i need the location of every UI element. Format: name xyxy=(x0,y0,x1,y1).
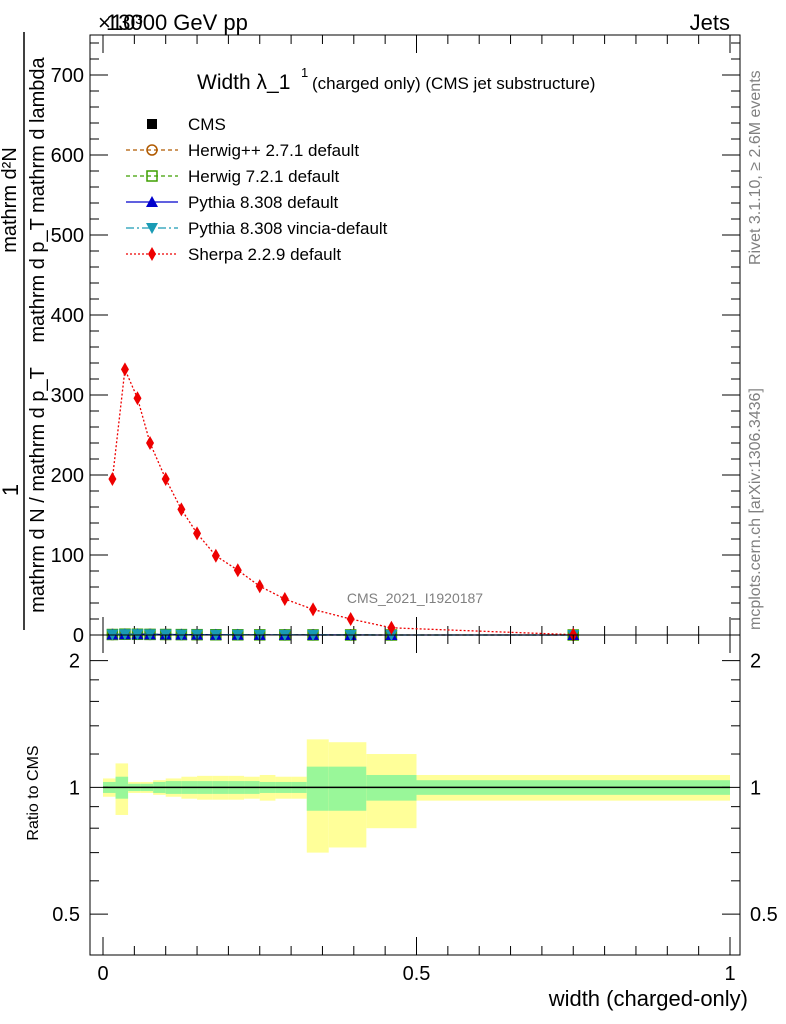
main-ytick-label: 300 xyxy=(51,385,84,407)
legend-label: CMS xyxy=(188,115,226,134)
xlabel: width (charged-only) xyxy=(548,986,748,1011)
ratio-ytick-labels: 0.5 0.5 1 1 2 2 xyxy=(52,651,778,927)
ratio-plot: 0.5 0.51 12 2 0 0.5 1 Ratio to CMS width (cha… xyxy=(25,634,778,1011)
main-ytick-label: 200 xyxy=(51,465,84,487)
legend-marker xyxy=(146,223,158,234)
ratio-stat-band xyxy=(306,766,329,811)
data-point xyxy=(161,472,170,486)
ratio-ytick-label: 0.5 xyxy=(52,904,80,926)
data-point xyxy=(177,502,186,517)
legend-label: Herwig 7.2.1 default xyxy=(188,167,339,186)
data-point xyxy=(108,472,117,486)
legend-label: Pythia 8.308 vincia-default xyxy=(188,219,388,238)
main-ytick-label: 100 xyxy=(51,545,84,567)
legend-marker xyxy=(146,196,158,207)
data-point xyxy=(387,620,396,635)
data-point xyxy=(211,548,220,563)
title-rest: (charged only) (CMS jet substructure) xyxy=(312,74,595,93)
legend-entry: Pythia 8.308 vincia-default xyxy=(126,219,388,238)
series-sherpa-2-2-9-default xyxy=(108,362,578,642)
header-process: Jets xyxy=(690,10,730,35)
xtick-label: 0.5 xyxy=(403,963,431,985)
legend: CMS Herwig++ 2.7.1 default Herwig 7.2.1 de… xyxy=(126,115,388,264)
main-ytick-label: 500 xyxy=(51,225,84,247)
main-ytick-labels: 0 100 200 300 400 500 600 700 xyxy=(51,65,84,647)
xtick-label: 1 xyxy=(724,963,735,985)
main-axis-ticks xyxy=(90,35,740,636)
ratio-ytick-label-right: 1 xyxy=(750,777,761,799)
ratio-ytick-label-right: 2 xyxy=(750,651,761,673)
data-point xyxy=(309,602,318,617)
ratio-bands xyxy=(103,739,730,853)
legend-entry: Sherpa 2.2.9 default xyxy=(126,245,341,264)
main-plot: 0 100 200 300 400 500 600 700 Width λ_1 1 (char… xyxy=(51,34,741,647)
legend-label: Pythia 8.308 default xyxy=(188,193,339,212)
plot-title: Width λ_1 1 (charged only) (CMS jet subs… xyxy=(197,65,595,94)
legend-entry: Herwig 7.2.1 default xyxy=(126,167,339,186)
ratio-plot-frame xyxy=(89,634,741,956)
mcplots-label: mcplots.cern.ch [arXiv:1306.3436] xyxy=(747,388,764,630)
legend-label: Herwig++ 2.7.1 default xyxy=(188,141,359,160)
ratio-ytick-label-right: 0.5 xyxy=(750,904,778,926)
ratio-ytick-label: 1 xyxy=(69,777,80,799)
analysis-watermark: CMS_2021_I1920187 xyxy=(347,590,483,606)
ratio-axis-ticks xyxy=(90,635,740,955)
data-point xyxy=(280,592,289,606)
ratio-ytick-label: 2 xyxy=(69,651,80,673)
ratio-stat-band xyxy=(328,766,367,811)
title-superscript: 1 xyxy=(301,65,308,80)
legend-label: Sherpa 2.2.9 default xyxy=(188,245,341,264)
legend-entry: Pythia 8.308 default xyxy=(126,193,339,212)
title-main: Width λ_1 xyxy=(197,71,290,94)
legend-marker xyxy=(148,247,156,261)
data-point xyxy=(346,612,355,626)
ylabel-num: 1 xyxy=(0,484,23,496)
data-point xyxy=(133,391,142,406)
ylabel-right-num: mathrm d²N xyxy=(0,147,21,253)
main-ytick-label: 400 xyxy=(51,305,84,327)
data-point xyxy=(255,579,264,594)
xtick-label: 0 xyxy=(97,963,108,985)
data-point xyxy=(233,563,242,578)
main-ytick-label: 600 xyxy=(51,145,84,167)
main-ytick-label: 700 xyxy=(51,65,84,87)
legend-entry: CMS xyxy=(147,115,226,134)
main-ylabel: 1 mathrm d N / mathrm d p_T mathrm d²N m… xyxy=(0,32,49,630)
data-point xyxy=(193,526,202,541)
ylabel-den: mathrm d N / mathrm d p_T xyxy=(27,367,49,613)
header-exponent: ×10³ xyxy=(98,10,143,35)
rivet-label: Rivet 3.1.10, ≥ 2.6M events xyxy=(747,70,764,265)
xtick-labels: 0 0.5 1 xyxy=(97,963,735,985)
ratio-ylabel: Ratio to CMS xyxy=(25,745,42,840)
series-line xyxy=(111,366,574,636)
series-layer xyxy=(106,362,580,642)
data-point xyxy=(146,436,155,450)
data-point xyxy=(120,362,129,377)
legend-marker xyxy=(147,119,157,129)
legend-marker xyxy=(146,144,158,156)
legend-entry: Herwig++ 2.7.1 default xyxy=(126,141,359,160)
header-energy: 13000 GeV pp xyxy=(106,10,248,35)
ylabel-right-den: mathrm d p_T mathrm d lambda xyxy=(27,56,49,342)
main-ytick-label: 0 xyxy=(73,625,84,647)
legend-marker xyxy=(146,170,158,182)
